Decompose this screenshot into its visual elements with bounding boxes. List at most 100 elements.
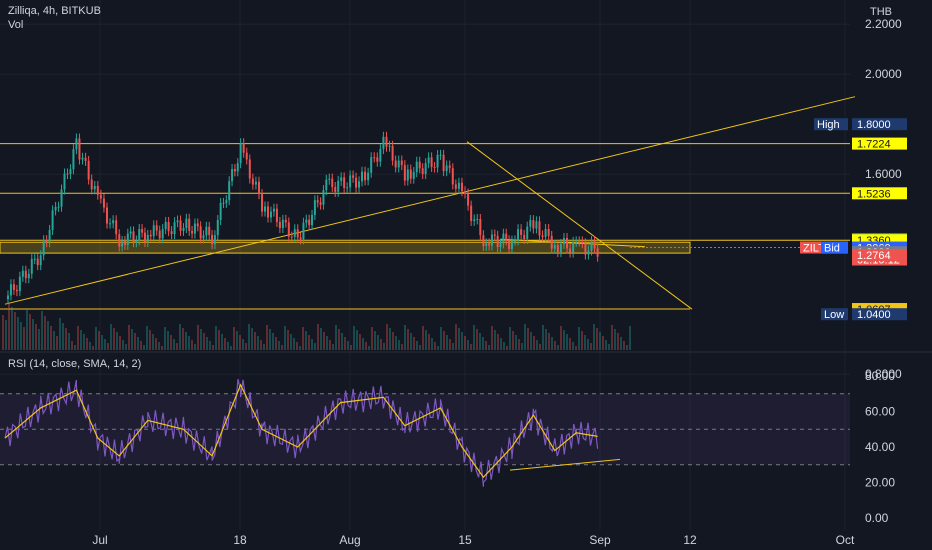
x-tick-label: Aug: [339, 533, 360, 547]
candle-body: [343, 177, 346, 188]
rsi-tick-label: 20.00: [865, 476, 895, 490]
x-tick-label: Jul: [92, 533, 107, 547]
candle-body: [550, 235, 553, 249]
candle-body: [593, 241, 596, 249]
candle-body: [158, 230, 161, 239]
trendline-falling: [466, 141, 693, 310]
volume-bar: [35, 324, 37, 350]
volume-bar: [233, 327, 235, 350]
candle-body: [358, 181, 361, 188]
candle-body: [349, 175, 352, 188]
volume-bar: [113, 328, 115, 350]
candle-body: [143, 232, 146, 243]
volume-bar: [443, 331, 445, 350]
candle-body: [239, 143, 242, 164]
grid-lines: [0, 0, 850, 530]
candle-body: [72, 149, 75, 170]
volume-bar: [284, 326, 286, 350]
volume-bar: [206, 337, 208, 350]
price-label-box: [852, 308, 907, 321]
volume-bar: [614, 329, 616, 350]
volume-bar: [38, 329, 40, 350]
candle-body: [448, 165, 451, 169]
candle-body: [575, 241, 578, 243]
volume-bar: [251, 328, 253, 350]
rsi-tick-label: 60.00: [865, 405, 895, 419]
volume-bar: [62, 323, 64, 350]
volume-bar: [119, 336, 121, 350]
candle-body: [48, 229, 51, 243]
volume-bar: [191, 340, 193, 350]
candle-body: [520, 229, 523, 235]
volume-bars: [2, 302, 631, 350]
volume-bar: [437, 346, 439, 350]
candle-body: [96, 185, 99, 195]
volume-bar: [269, 329, 271, 350]
candle-body: [51, 210, 54, 230]
volume-bar: [110, 324, 112, 350]
candle-body: [529, 220, 532, 227]
volume-bar: [509, 327, 511, 350]
volume-bar: [515, 335, 517, 350]
volume-bar: [218, 330, 220, 350]
candle-body: [544, 228, 547, 238]
volume-bar: [440, 327, 442, 350]
candle-body: [313, 200, 316, 215]
candle-body: [84, 157, 87, 161]
candle-body: [155, 225, 158, 231]
candle-body: [510, 240, 513, 249]
candle-body: [572, 241, 575, 253]
candle-body: [385, 136, 388, 147]
volume-bar: [266, 325, 268, 350]
price-label-tag-text: High: [817, 119, 840, 131]
volume-bar: [518, 339, 520, 350]
candle-body: [514, 240, 516, 242]
candle-body: [379, 149, 382, 162]
volume-bar: [407, 329, 409, 350]
volume-bar: [524, 324, 526, 350]
volume-bar: [239, 335, 241, 350]
volume-bar: [290, 334, 292, 350]
candle-body: [391, 145, 394, 161]
volume-bar: [581, 331, 583, 350]
candle-body: [436, 154, 439, 168]
volume-bar: [137, 337, 139, 350]
volume-bar: [260, 340, 262, 350]
price-label-value: 1.7224: [857, 139, 891, 151]
candle-body: [15, 289, 18, 292]
volume-bar: [434, 342, 436, 350]
candle-body: [27, 273, 30, 279]
candle-body: [202, 235, 205, 239]
volume-bar: [53, 331, 55, 350]
candle-body: [562, 238, 565, 244]
volume-bar: [422, 326, 424, 350]
price-label-tag-text: Low: [824, 309, 844, 321]
candle-body: [532, 220, 535, 229]
volume-bar: [446, 335, 448, 350]
candle-body: [445, 165, 448, 172]
volume-bar: [485, 341, 487, 350]
candle-body: [78, 138, 81, 160]
candle-body: [493, 234, 496, 236]
candle-body: [442, 154, 445, 172]
volume-bar: [377, 335, 379, 350]
volume-bar: [455, 324, 457, 350]
volume-bar: [80, 330, 82, 350]
volume-bar: [404, 325, 406, 350]
volume-bar: [473, 325, 475, 350]
candle-body: [164, 221, 167, 230]
candle-body: [296, 229, 299, 238]
candle-body: [66, 173, 69, 175]
candle-body: [106, 207, 108, 224]
candle-body: [523, 234, 526, 240]
volume-bar: [140, 341, 142, 350]
candle-body: [9, 284, 12, 296]
price-tick-label: 0.8000: [865, 367, 902, 381]
candle-body: [193, 223, 196, 234]
candle-body: [485, 243, 488, 246]
volume-bar: [131, 329, 133, 350]
volume-bar: [272, 333, 274, 350]
candle-body: [556, 244, 559, 253]
candle-body: [590, 241, 593, 251]
